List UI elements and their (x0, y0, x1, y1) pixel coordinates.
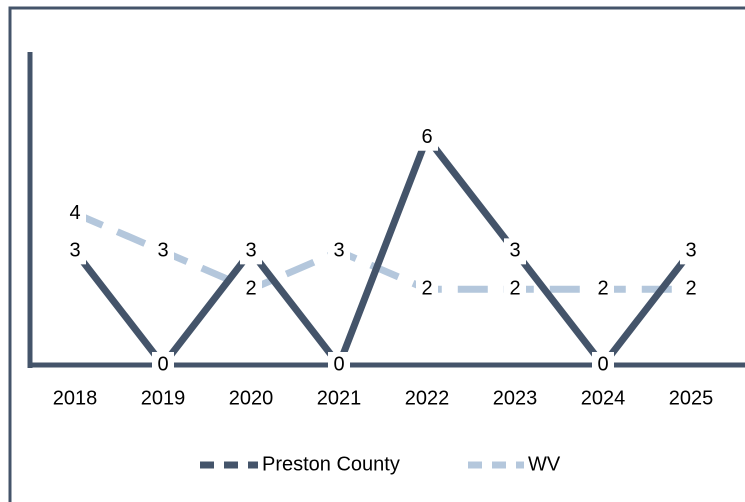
data-label: 0 (157, 353, 168, 375)
data-label: 3 (245, 240, 256, 262)
label-bg (64, 238, 86, 265)
series-line (73, 210, 691, 294)
data-label: 2 (245, 278, 256, 300)
data-label: 3 (685, 240, 696, 262)
label-bg (64, 200, 86, 227)
label-bg (328, 238, 350, 265)
data-label: 2 (509, 278, 520, 300)
data-label: 2 (597, 278, 608, 300)
data-label: 6 (421, 126, 432, 148)
x-tick-label: 2018 (53, 387, 98, 409)
label-bg (152, 352, 174, 378)
series-line (72, 130, 694, 373)
data-label: 0 (597, 353, 608, 375)
label-bg (416, 124, 438, 151)
label-bg (328, 352, 350, 378)
legend-label: Preston County (262, 453, 400, 475)
x-tick-label: 2019 (141, 387, 186, 409)
label-bg (504, 238, 526, 265)
label-bg (504, 276, 526, 303)
x-tick-label: 2023 (493, 387, 538, 409)
data-label: 2 (685, 278, 696, 300)
label-bg (680, 276, 702, 303)
x-tick-label: 2025 (669, 387, 714, 409)
data-label: 2 (421, 278, 432, 300)
label-bg (416, 276, 438, 303)
data-label: 4 (69, 202, 80, 224)
x-tick-label: 2020 (229, 387, 274, 409)
label-bg (152, 238, 174, 265)
label-bg (680, 238, 702, 265)
x-tick-label: 2022 (405, 387, 450, 409)
label-bg (592, 276, 614, 303)
label-bg (240, 238, 262, 265)
data-label: 3 (333, 240, 344, 262)
x-tick-label: 2024 (581, 387, 626, 409)
data-label: 3 (69, 240, 80, 262)
data-label: 0 (333, 353, 344, 375)
label-bg (592, 352, 614, 378)
data-label: 3 (509, 240, 520, 262)
x-tick-label: 2021 (317, 387, 362, 409)
frame (8, 6, 745, 502)
data-label: 3 (157, 240, 168, 262)
legend-label: WV (528, 453, 561, 475)
label-bg (240, 276, 262, 303)
